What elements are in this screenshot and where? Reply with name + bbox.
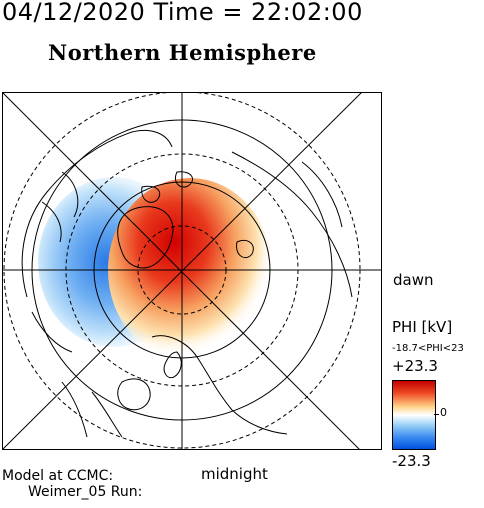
colorbar-zero-tick xyxy=(434,414,439,415)
plot-frame xyxy=(2,92,382,450)
meridian-lines xyxy=(2,92,382,450)
run-label: Weimer_05 Run: xyxy=(28,484,143,500)
colorbar-min-label: -23.3 xyxy=(392,452,431,470)
colorbar-zero-label: 0 xyxy=(440,406,447,419)
coastlines xyxy=(21,129,353,438)
model-label: Model at CCMC: xyxy=(2,468,114,484)
timestamp-header: 04/12/2020 Time = 22:02:00 xyxy=(2,0,363,26)
colorbar xyxy=(392,380,436,450)
colorbar-range: -18.7<PHI<23 xyxy=(392,343,464,354)
colorbar-title: PHI [kV] xyxy=(392,318,453,336)
polar-map xyxy=(2,92,382,450)
colorbar-max-label: +23.3 xyxy=(392,357,438,375)
dawn-label: dawn xyxy=(393,271,434,289)
plot-title: Northern Hemisphere xyxy=(48,40,317,65)
midnight-label: midnight xyxy=(201,465,268,483)
